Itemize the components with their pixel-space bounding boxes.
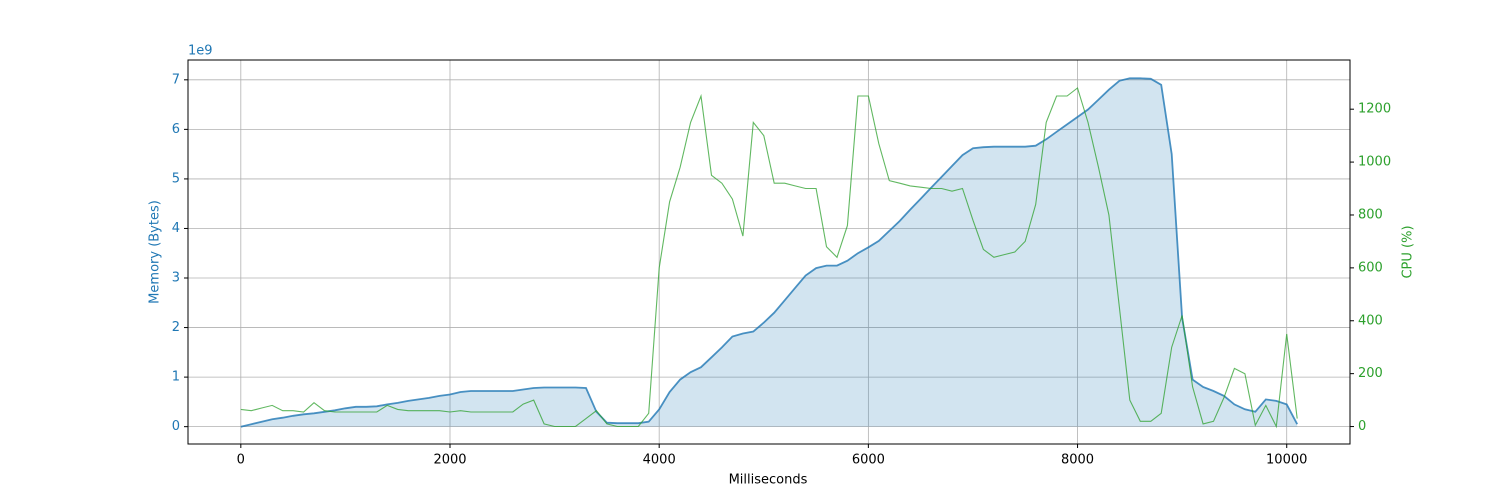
x-tick-label: 10000	[1266, 453, 1307, 468]
y-tick-label: 0	[172, 419, 180, 434]
y2-tick-label: 1200	[1358, 102, 1391, 117]
y2-tick-label: 1000	[1358, 155, 1391, 170]
line	[240, 87, 1298, 429]
area	[240, 78, 1298, 427]
y2-tick-label: 200	[1358, 366, 1383, 381]
y2-tick-label: 400	[1358, 313, 1383, 328]
y-tick-label: 6	[172, 122, 180, 137]
x-axis-label: Milliseconds	[729, 473, 808, 488]
y2-tick-label: 0	[1358, 419, 1366, 434]
line	[240, 77, 1298, 428]
x-tick-label: 6000	[852, 453, 885, 468]
x-tick-label: 4000	[643, 453, 676, 468]
x-tick-label: 8000	[1061, 453, 1094, 468]
y-offset-label: 1e9	[188, 44, 213, 59]
x-tick-label: 2000	[433, 453, 466, 468]
y-axis-label: Memory (Bytes)	[148, 200, 163, 304]
x-tick-label: 0	[237, 453, 245, 468]
y-tick-label: 2	[172, 320, 180, 335]
y-tick-label: 5	[172, 171, 180, 186]
y2-tick-label: 600	[1358, 260, 1383, 275]
y-tick-label: 4	[172, 221, 180, 236]
y2-axis-label: CPU (%)	[1401, 225, 1416, 278]
y-tick-label: 3	[172, 271, 180, 286]
y-tick-label: 7	[172, 72, 180, 87]
y2-tick-label: 800	[1358, 207, 1383, 222]
y-tick-label: 1	[172, 370, 180, 385]
plot-frame	[187, 59, 1351, 445]
